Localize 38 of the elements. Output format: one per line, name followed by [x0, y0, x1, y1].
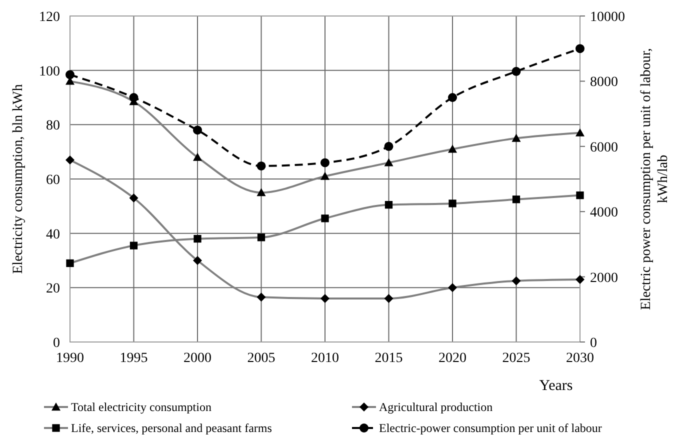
y2-tick-label: 0 [590, 336, 597, 351]
y2-tick-label: 6000 [590, 140, 618, 156]
x-tick-label: 2015 [374, 351, 403, 366]
y-tick-label: 20 [46, 282, 60, 297]
legend-label: Electric-power consumption per unit of labour [379, 421, 602, 435]
x-axis-title: Years [539, 378, 573, 394]
x-tick-label: 1995 [120, 351, 148, 366]
y2-tick-label: 8000 [590, 75, 618, 90]
y-tick-label: 80 [46, 118, 60, 134]
point [512, 66, 521, 76]
point [66, 70, 74, 80]
x-tick-label: 2005 [247, 351, 276, 366]
x-tick-label: 2010 [311, 351, 339, 366]
y2-tick-label: 10000 [590, 10, 625, 25]
x-tick-label: 1990 [56, 351, 84, 366]
y2-axis-title: Electric power consumption per unit of labour, kWh/lab [638, 47, 672, 312]
x-tick-label: 2025 [502, 351, 530, 366]
y-tick-label: 120 [39, 10, 60, 25]
x-tick-label: 2020 [438, 351, 466, 366]
legend-label: Total electricity consumption [71, 400, 212, 414]
y2-tick-label: 4000 [590, 206, 618, 221]
point [448, 93, 457, 102]
legend-label: Agricultural production [379, 400, 493, 414]
y-tick-label: 40 [46, 227, 60, 242]
point [256, 161, 266, 170]
point [193, 126, 202, 135]
y-tick-label: 100 [39, 64, 60, 80]
point [320, 158, 330, 168]
y2-tick-label: 2000 [590, 270, 618, 286]
y-tick-label: 60 [46, 173, 60, 188]
x-tick-label: 2030 [566, 351, 594, 366]
point [129, 93, 138, 102]
y-tick-label: 0 [53, 336, 60, 351]
y-axis-title: Electricity consumption, bln kWh [11, 84, 26, 274]
legend-label: Life, services, personal and peasant farms [71, 421, 272, 435]
x-tick-label: 2000 [184, 351, 212, 366]
point [384, 142, 394, 151]
point [576, 44, 584, 54]
